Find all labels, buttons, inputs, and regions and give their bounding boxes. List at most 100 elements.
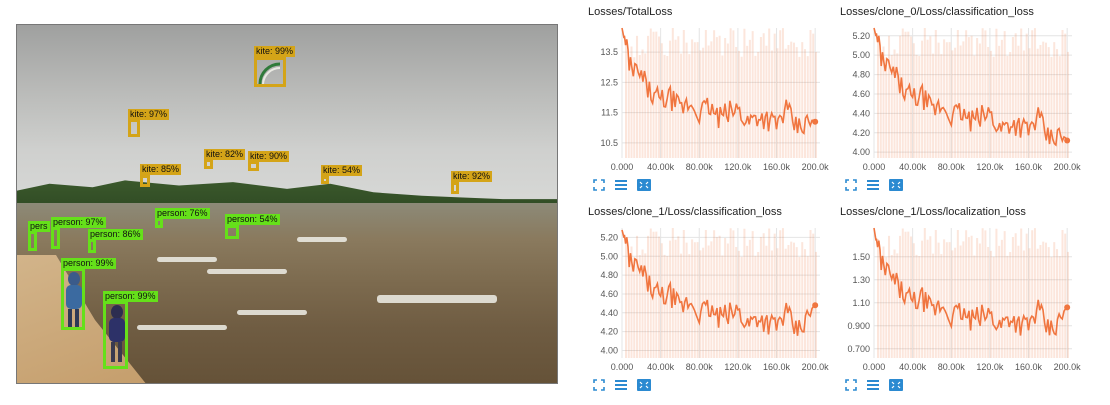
kite-detection-box [248,161,259,171]
fit-domain-icon[interactable] [888,378,904,392]
loss-series-line [873,227,1068,336]
x-tick-label: 0.000 [611,362,634,372]
y-tick-label: 4.60 [600,289,618,299]
x-tick-label: 0.000 [863,362,886,372]
detection-label: kite: 99% [254,46,296,57]
x-tick-label: 80.00k [938,162,966,172]
x-tick-label: 120.0k [976,162,1004,172]
loss-series-line [873,27,1068,147]
y-tick-label: 4.40 [852,108,870,118]
expand-icon[interactable] [844,378,858,392]
x-tick-label: 80.00k [686,362,714,372]
kite-shape [258,62,281,85]
x-tick-label: 40.00k [647,162,675,172]
y-tick-label: 5.00 [600,251,618,261]
y-tick-label: 0.900 [847,321,870,331]
detection-label: kite: 54% [321,165,363,176]
wave-foam [377,295,497,303]
x-tick-label: 40.00k [647,362,675,372]
x-tick-label: 80.00k [938,362,966,372]
series-end-point[interactable] [1064,137,1071,144]
wave-foam [157,257,217,262]
wave-foam [237,310,307,315]
y-tick-label: 13.5 [600,47,618,57]
kite-detection-box [140,175,150,187]
kite-detection-box [128,119,140,137]
chart-title: Losses/clone_1/Loss/classification_loss [588,206,782,218]
y-tick-label: 10.5 [600,138,618,148]
x-tick-label: 200.0k [1054,162,1082,172]
series-end-point[interactable] [812,118,819,125]
y-tick-label: 4.80 [852,70,870,80]
x-tick-label: 160.0k [1015,362,1043,372]
kite-detection-box [451,182,459,194]
y-tick-label: 5.00 [852,50,870,60]
detection-label: person: 86% [88,229,143,240]
chart-panel: Losses/TotalLoss 10.5 11.5 12.5 13.5 0.000 40… [588,6,838,194]
person-detection-box [88,239,96,253]
y-tick-label: 5.20 [852,31,870,41]
x-tick-label: 80.00k [686,162,714,172]
chart-panel: Losses/clone_0/Loss/classification_loss … [840,6,1090,194]
expand-icon[interactable] [592,378,606,392]
x-tick-label: 160.0k [763,362,791,372]
y-tick-label: 11.5 [601,108,618,118]
detection-label: person: 99% [61,258,116,269]
detection-label: person: 76% [155,208,210,219]
data-table-icon[interactable] [614,378,628,392]
data-table-icon[interactable] [614,178,628,192]
y-tick-label: 1.30 [852,275,870,285]
y-tick-label: 4.00 [600,345,618,355]
expand-icon[interactable] [844,178,858,192]
person-figure [66,272,82,327]
chart-panel: Losses/clone_1/Loss/classification_loss … [588,206,838,394]
y-tick-label: 4.80 [600,270,618,280]
person-detection-box [225,225,239,239]
x-tick-label: 120.0k [724,162,752,172]
series-end-point[interactable] [812,302,819,309]
person-detection-box [155,218,163,228]
plot-area [874,28,1072,158]
x-tick-label: 0.000 [611,162,634,172]
expand-icon[interactable] [592,178,606,192]
detection-label: kite: 82% [204,149,246,160]
y-tick-label: 4.20 [852,128,870,138]
person-detection-box [61,268,85,330]
person-detection-box [28,231,37,251]
y-tick-label: 4.20 [600,327,618,337]
detection-photo: kite: 99% kite: 97% kite: 85% kite: 82% … [16,24,558,384]
loss-chart: 10.5 11.5 12.5 13.5 0.000 40.00k 80.00k 120.0k 1… [600,27,830,172]
x-tick-label: 160.0k [1015,162,1043,172]
detection-label: person: 54% [225,214,280,225]
x-tick-label: 200.0k [802,162,830,172]
x-tick-label: 200.0k [1054,362,1082,372]
y-tick-label: 12.5 [600,77,618,87]
data-table-icon[interactable] [866,178,880,192]
chart-title: Losses/clone_1/Loss/localization_loss [840,206,1026,218]
wave-foam [137,325,227,330]
wave-foam [207,269,287,274]
plot-area [622,228,820,358]
x-tick-label: 120.0k [976,362,1004,372]
y-tick-label: 1.10 [852,298,870,308]
person-detection-box [103,301,128,369]
detection-label: kite: 97% [128,109,170,120]
loss-series-line [621,229,816,336]
kite-detection-box [321,176,329,184]
data-table-icon[interactable] [866,378,880,392]
detection-label: pers [28,221,50,232]
x-tick-label: 40.00k [899,362,927,372]
detection-label: kite: 92% [451,171,493,182]
x-tick-label: 40.00k [899,162,927,172]
y-tick-label: 4.40 [600,308,618,318]
x-tick-label: 200.0k [802,362,830,372]
y-tick-label: 1.50 [852,252,870,262]
detection-label: person: 99% [103,291,158,302]
series-end-point[interactable] [1064,304,1071,311]
detection-label: kite: 90% [248,151,290,162]
fit-domain-icon[interactable] [636,178,652,192]
loss-chart: 4.00 4.20 4.40 4.60 4.80 5.00 5.20 0.000 40.00k 8… [600,228,830,372]
fit-domain-icon[interactable] [888,178,904,192]
fit-domain-icon[interactable] [636,378,652,392]
x-tick-label: 0.000 [863,162,886,172]
